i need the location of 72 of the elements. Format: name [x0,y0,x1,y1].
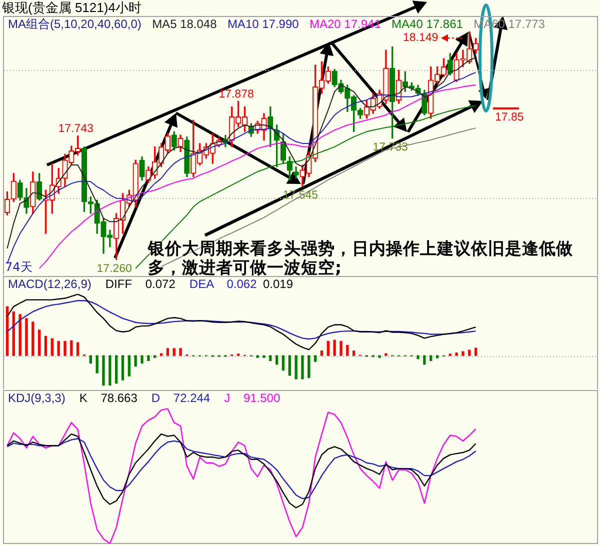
bar [89,355,92,364]
bar [269,355,272,362]
bar [314,355,317,362]
bar [378,355,381,358]
bar [430,355,432,362]
bar [384,353,388,356]
annotation: 17.743 [58,122,94,135]
text: K 78.663 [79,391,138,405]
bar [121,355,124,380]
bar [275,355,278,365]
bar [64,341,66,356]
bar [436,355,439,358]
text: MA10 17.990 [227,17,299,31]
text: DEA 0.062 [189,277,257,291]
bar [262,355,266,358]
bar [18,314,22,356]
annotation: 17.260 [96,262,132,275]
text: J 91.500 [224,391,280,405]
bar [256,355,259,358]
bar [416,355,420,360]
legend-title: MA组合(5,10,20,40,60,0) [8,17,142,31]
bar [179,348,182,356]
bar [115,355,118,384]
bar [44,336,48,356]
bar [38,330,41,356]
text: MA5 18.048 [152,17,217,31]
bar [12,311,15,356]
bar [57,341,60,356]
annotation: 74天 [5,260,32,274]
chart-title: 银现(贵金属 5121)4小时 [2,0,142,15]
bar [288,355,291,376]
bar [455,352,458,356]
legend-title: MACD(12,26,9) [8,277,92,291]
bar [326,341,330,356]
bar [147,355,150,362]
text: MA60 17.773 [474,17,545,31]
bar [102,355,105,386]
bar [50,338,54,356]
bar [462,351,464,356]
bar [346,344,349,356]
bar [340,341,342,356]
text: D 72.244 [151,391,210,405]
bar [70,340,73,356]
bar [172,348,176,356]
bar [25,318,28,356]
bar [140,355,144,364]
bar [301,355,304,380]
bar [96,355,98,374]
bar [154,355,156,358]
series-label: DIFF 0.072 [105,277,176,291]
bar [474,348,478,356]
bar [108,355,112,386]
ref-line-label: 17.85 [495,111,524,124]
bar [166,348,170,356]
bar [333,340,336,356]
bar [6,306,9,356]
bar [320,350,324,356]
annotation: 18.149 [403,31,438,45]
bar [134,355,137,367]
legend-title: KDJ(9,3,3) [8,391,66,405]
bar [352,350,356,356]
text: 0.019 [263,277,294,291]
text: MA40 17.861 [392,17,463,31]
bar [423,355,426,365]
bar [128,355,130,376]
annotation: 17.878 [218,88,254,100]
bar [294,355,298,380]
bar [468,350,471,356]
bar [308,355,310,378]
bar [32,322,34,356]
bar [282,355,285,371]
bar [76,342,80,356]
